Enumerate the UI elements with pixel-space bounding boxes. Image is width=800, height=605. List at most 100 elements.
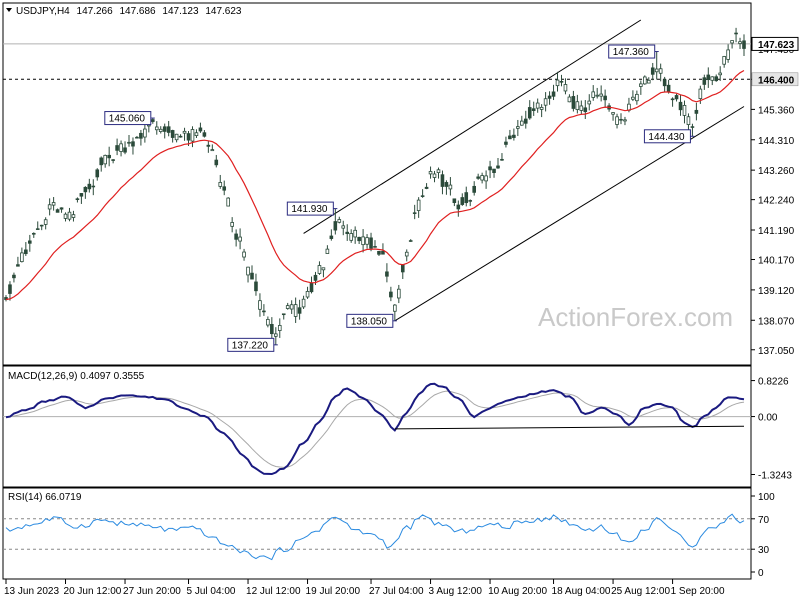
candle-body-108: [432, 173, 437, 178]
candle-body-14: [59, 207, 64, 210]
candle-body-32: [131, 141, 135, 147]
candle-body-121: [484, 175, 488, 182]
candle-body-166: [662, 79, 667, 87]
candle-body-94: [377, 250, 381, 255]
candle-body-35: [143, 128, 147, 138]
candle-body-58: [234, 233, 238, 240]
rsi-panel-frame: [2, 487, 752, 580]
rsi-tick-label-0: 0: [758, 568, 764, 579]
candle-body-44: [178, 135, 183, 138]
header-triangle-icon: [6, 8, 12, 12]
candle-body-65: [262, 310, 266, 313]
annotation-box-5: [643, 129, 691, 144]
candle-body-73: [293, 304, 298, 317]
x-tick-label-0: 13 Jun 2023: [4, 586, 59, 597]
candle-body-182: [726, 49, 730, 60]
candle-body-136: [543, 98, 548, 106]
candle-body-50: [202, 132, 207, 137]
candle-body-172: [686, 116, 691, 125]
candle-body-80: [321, 267, 326, 271]
macd-tick-label-0.00: 0.00: [758, 413, 778, 424]
candle-body-142: [567, 96, 572, 103]
candle-body-6: [28, 240, 32, 244]
candle-body-74: [297, 307, 302, 314]
candle-body-53: [214, 159, 219, 166]
candle-body-68: [274, 333, 278, 337]
x-tick-label-11: 1 Sep 20:00: [671, 586, 725, 597]
candle-body-70: [281, 313, 286, 316]
candle-body-116: [464, 192, 469, 204]
candle-body-165: [658, 68, 663, 74]
candle-body-1: [8, 284, 12, 294]
candle-body-19: [79, 193, 84, 197]
candle-body-109: [436, 169, 441, 173]
candle-body-150: [599, 93, 603, 97]
candle-body-169: [674, 95, 679, 100]
candle-body-112: [448, 184, 453, 190]
candle-body-164: [654, 68, 659, 73]
candle-body-7: [31, 232, 36, 235]
candle-body-77: [309, 283, 314, 293]
candle-body-90: [361, 236, 365, 246]
moving-average-layer: [5, 69, 745, 301]
candle-body-176: [702, 77, 707, 85]
candle-body-30: [123, 147, 127, 153]
x-tick-label-6: 27 Jul 04:00: [369, 586, 424, 597]
candle-body-26: [107, 154, 111, 159]
level-price-tag: [751, 72, 799, 87]
candle-body-61: [246, 266, 250, 276]
annotation-box-4: [608, 44, 656, 59]
candle-body-124: [496, 165, 500, 169]
candle-body-175: [698, 88, 703, 99]
candle-body-12: [51, 202, 56, 206]
annotation-box-0: [104, 111, 152, 126]
candle-body-38: [154, 126, 159, 131]
watermark: ActionForex.com: [538, 302, 733, 332]
candle-body-97: [389, 291, 393, 298]
candle-body-171: [682, 105, 687, 116]
price-panel-frame: [2, 2, 752, 366]
candle-body-92: [369, 237, 373, 249]
price-tick-label-139.120: 139.120: [758, 286, 795, 297]
macd-layer: [3, 382, 751, 476]
candle-body-174: [694, 109, 699, 114]
candle-body-60: [242, 251, 246, 258]
candle-body-156: [623, 119, 627, 122]
candle-body-85: [341, 225, 346, 229]
candle-body-170: [678, 101, 683, 111]
candle-body-2: [12, 274, 16, 279]
candle-body-22: [91, 185, 96, 188]
candle-body-4: [20, 252, 24, 263]
candle-body-23: [95, 169, 100, 178]
candle-body-13: [55, 209, 60, 213]
channel-upper-line: [303, 19, 642, 234]
candle-body-59: [238, 236, 242, 242]
annotation-box-2: [286, 201, 334, 216]
candle-body-5: [24, 249, 28, 255]
candle-body-69: [277, 325, 282, 331]
price-tick-label-141.190: 141.190: [758, 226, 795, 237]
x-tick-label-4: 12 Jul 12:00: [246, 586, 301, 597]
macd-support-line: [394, 425, 745, 430]
candle-body-83: [333, 221, 338, 231]
macd-tick-label-0.8226: 0.8226: [758, 377, 789, 388]
candle-body-40: [162, 126, 167, 132]
candle-body-9: [39, 224, 44, 227]
x-tick-label-1: 20 Jun 12:00: [64, 586, 122, 597]
macd-line: [5, 382, 745, 476]
candle-body-155: [619, 118, 623, 121]
candle-body-127: [508, 135, 512, 140]
last-price-tag: [751, 36, 799, 51]
candle-body-184: [734, 32, 738, 35]
candle-body-105: [420, 195, 425, 197]
rsi-tick-label-30: 30: [758, 545, 770, 556]
candle-body-135: [539, 106, 544, 110]
candle-body-149: [595, 94, 599, 97]
macd-label: MACD(12,26,9) 0.4097 0.3555: [8, 371, 145, 382]
candle-body-141: [563, 84, 568, 92]
candle-body-103: [412, 212, 417, 214]
candle-body-123: [492, 168, 496, 173]
candle-body-167: [666, 84, 671, 92]
candle-body-140: [559, 81, 564, 83]
annotation-box-3: [346, 313, 394, 328]
